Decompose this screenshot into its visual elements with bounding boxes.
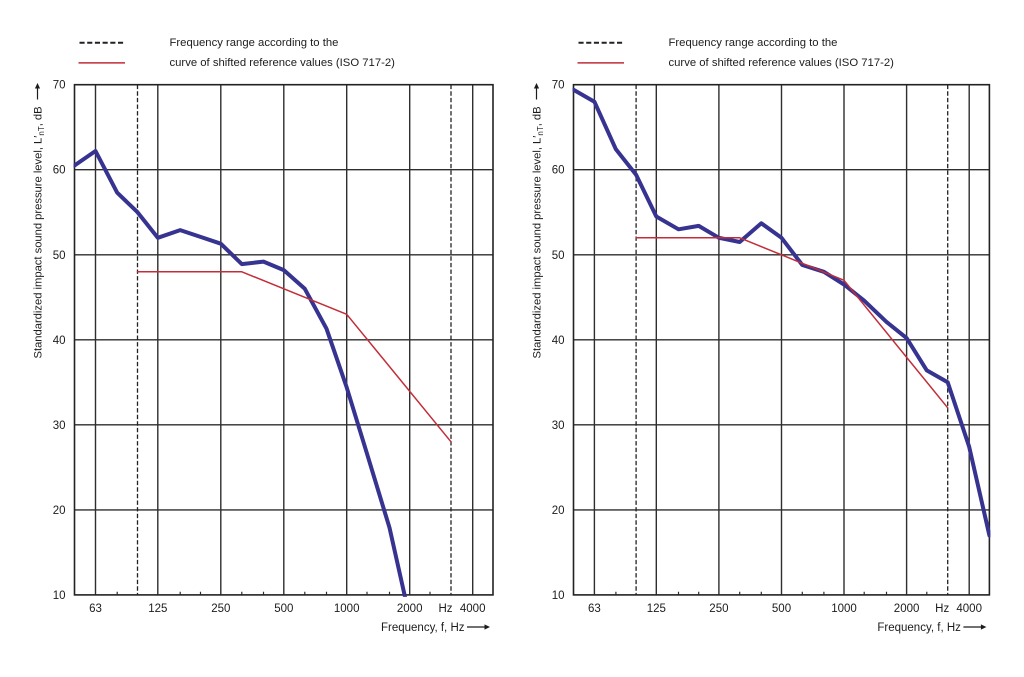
svg-text:63: 63: [588, 603, 601, 615]
svg-text:Hz: Hz: [438, 603, 452, 615]
svg-text:Frequency, f, Hz: Frequency, f, Hz: [877, 622, 961, 634]
svg-text:60: 60: [53, 165, 66, 177]
svg-text:4000: 4000: [460, 603, 486, 615]
svg-text:20: 20: [53, 505, 66, 517]
svg-text:Frequency, f, Hz: Frequency, f, Hz: [381, 622, 465, 634]
svg-text:10: 10: [552, 590, 565, 602]
svg-text:63: 63: [89, 603, 102, 615]
svg-text:Frequency range according to t: Frequency range according to the: [170, 37, 339, 49]
svg-text:2000: 2000: [397, 603, 423, 615]
svg-text:500: 500: [274, 603, 293, 615]
svg-text:50: 50: [552, 250, 565, 262]
svg-text:curve of shifted reference val: curve of shifted reference values (ISO 7…: [669, 57, 895, 69]
svg-text:curve of shifted reference val: curve of shifted reference values (ISO 7…: [170, 57, 396, 69]
svg-text:125: 125: [647, 603, 666, 615]
svg-text:70: 70: [53, 80, 66, 92]
svg-text:40: 40: [552, 335, 565, 347]
svg-text:50: 50: [53, 250, 66, 262]
svg-text:1000: 1000: [831, 603, 857, 615]
svg-text:Standardized impact sound pres: Standardized impact sound pressure level…: [33, 106, 47, 358]
svg-text:4000: 4000: [956, 603, 982, 615]
svg-text:125: 125: [148, 603, 167, 615]
svg-text:1000: 1000: [334, 603, 360, 615]
svg-text:250: 250: [709, 603, 728, 615]
svg-text:60: 60: [552, 165, 565, 177]
svg-text:Standardized impact sound pres: Standardized impact sound pressure level…: [532, 106, 546, 358]
svg-text:20: 20: [552, 505, 565, 517]
svg-text:Hz: Hz: [935, 603, 949, 615]
svg-text:250: 250: [211, 603, 230, 615]
svg-text:Frequency range according to t: Frequency range according to the: [669, 37, 838, 49]
svg-text:30: 30: [552, 420, 565, 432]
svg-text:70: 70: [552, 80, 565, 92]
svg-text:30: 30: [53, 420, 66, 432]
svg-text:2000: 2000: [894, 603, 920, 615]
svg-text:40: 40: [53, 335, 66, 347]
svg-text:500: 500: [772, 603, 791, 615]
svg-text:10: 10: [53, 590, 66, 602]
